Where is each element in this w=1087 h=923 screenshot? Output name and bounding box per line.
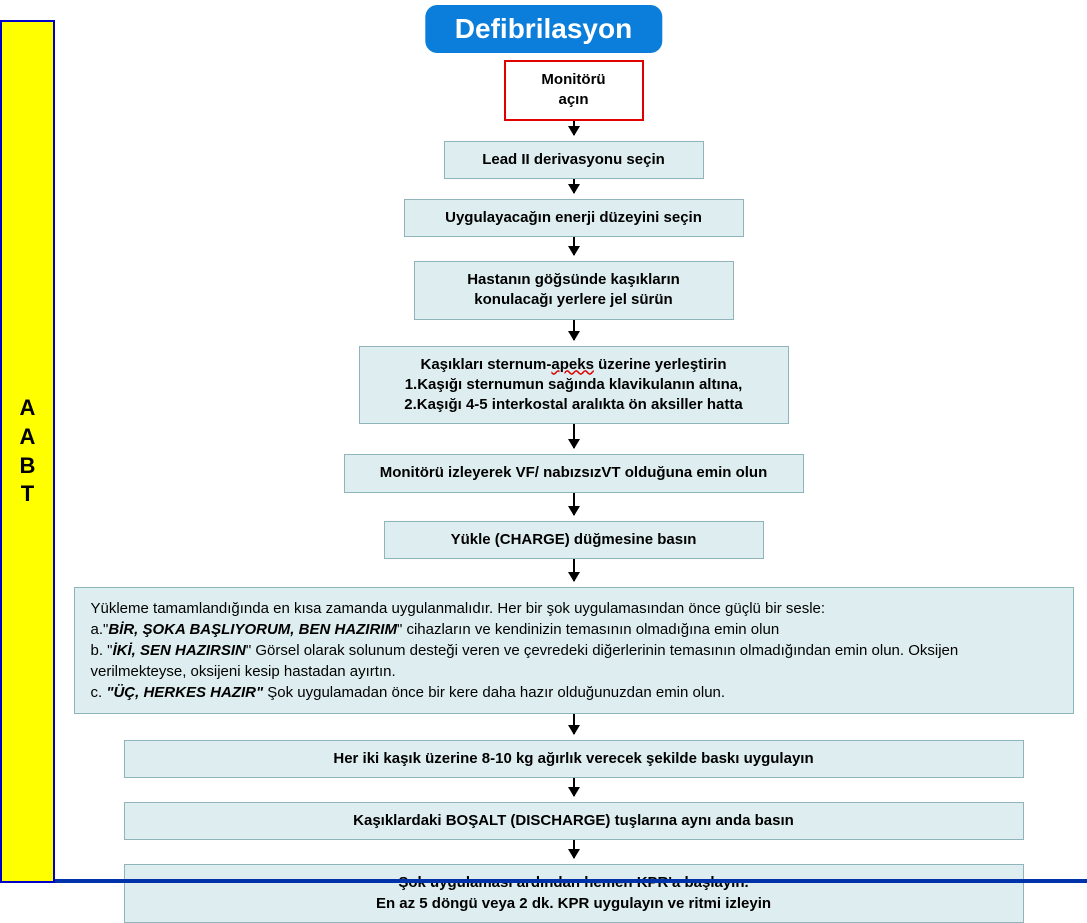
arrow-after-s6 bbox=[573, 493, 575, 515]
arrow-after-s7 bbox=[573, 559, 575, 581]
arrow-after-s9 bbox=[573, 840, 575, 858]
flow-step-s6: Monitörü izleyerek VF/ nabızsızVT olduğu… bbox=[344, 454, 804, 492]
arrow-after-s5 bbox=[573, 424, 575, 448]
arrow-after-s3 bbox=[573, 237, 575, 255]
arrow-after-s4 bbox=[573, 320, 575, 340]
flow-step-s9: Kaşıklardaki BOŞALT (DISCHARGE) tuşların… bbox=[124, 802, 1024, 840]
arrow-after-s8 bbox=[573, 778, 575, 796]
flow-step-s3: Uygulayacağın enerji düzeyini seçin bbox=[404, 199, 744, 237]
sidebar-aabt: AABT bbox=[0, 20, 55, 883]
arrow-after-big bbox=[573, 714, 575, 734]
sidebar-letters: AABT bbox=[20, 394, 36, 508]
flow-step-s8: Her iki kaşık üzerine 8-10 kg ağırlık ve… bbox=[124, 740, 1024, 778]
flow-step-s7: Yükle (CHARGE) düğmesine basın bbox=[384, 521, 764, 559]
flow-step-big: Yükleme tamamlandığında en kısa zamanda … bbox=[74, 587, 1074, 714]
arrow-after-s1 bbox=[573, 121, 575, 135]
flow-step-s5: Kaşıkları sternum-apeks üzerine yerleşti… bbox=[359, 346, 789, 425]
flowchart: Monitörü açın Lead II derivasyonu seçin Uy… bbox=[70, 60, 1077, 883]
flow-step-s2: Lead II derivasyonu seçin bbox=[444, 141, 704, 179]
flow-step-s1: Monitörü açın bbox=[504, 60, 644, 121]
flow-step-s10: Şok uygulaması ardından hemen KPR'a başl… bbox=[124, 864, 1024, 923]
arrow-after-s2 bbox=[573, 179, 575, 193]
title: Defibrilasyon bbox=[425, 5, 662, 53]
bottom-border bbox=[55, 879, 1087, 883]
flow-step-s4: Hastanın göğsünde kaşıkların konulacağı … bbox=[414, 261, 734, 320]
